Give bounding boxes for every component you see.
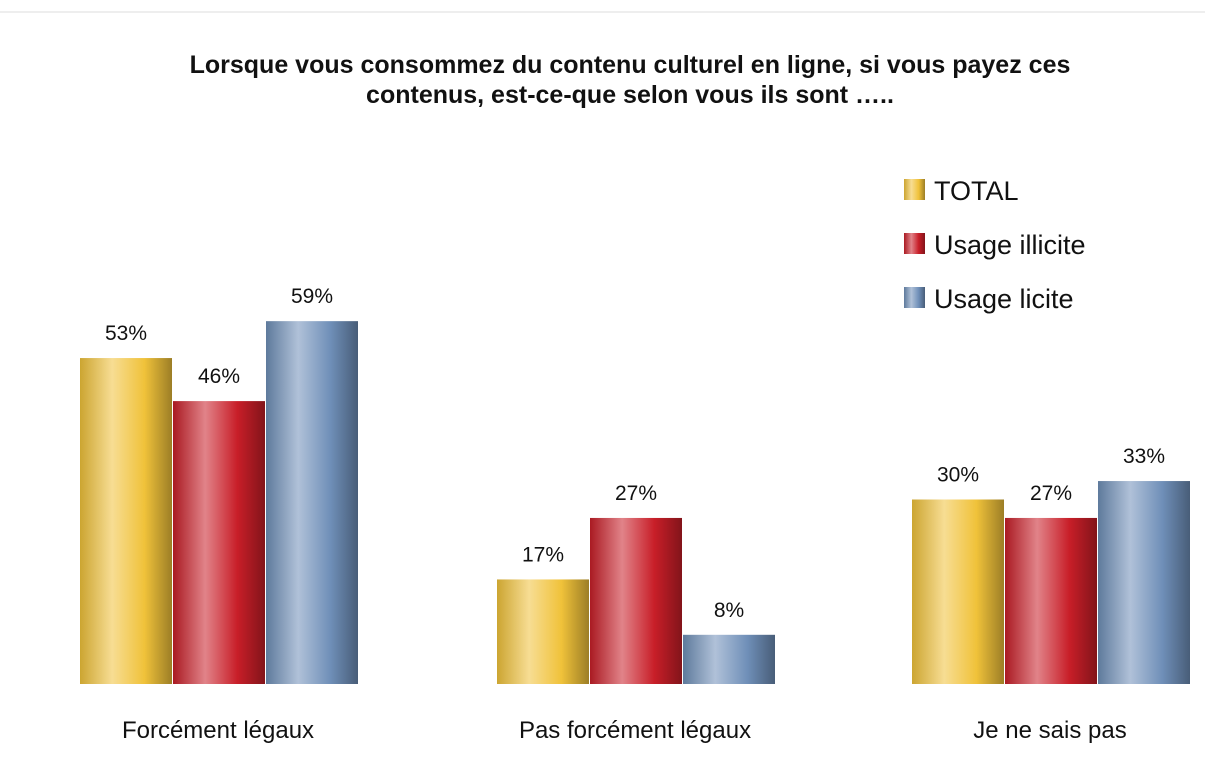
legend-label: TOTAL (934, 176, 1019, 206)
legend-swatch (904, 179, 925, 200)
bar (912, 499, 1004, 684)
bar (497, 579, 589, 684)
chart-title: contenus, est-ce-que selon vous ils sont… (366, 81, 894, 109)
legend-swatch (904, 233, 925, 254)
data-label: 53% (105, 322, 147, 345)
data-label: 8% (714, 599, 744, 622)
x-tick-label: Je ne sais pas (973, 717, 1126, 744)
x-tick-label: Pas forcément légaux (519, 717, 751, 744)
data-label: 27% (1030, 482, 1072, 505)
bar (1005, 517, 1097, 684)
data-label: 30% (937, 464, 979, 487)
bar (1098, 481, 1190, 684)
data-label: 27% (615, 482, 657, 505)
legend-label: Usage licite (934, 284, 1074, 314)
data-label: 46% (198, 365, 240, 388)
bar (173, 401, 265, 684)
data-label: 59% (291, 285, 333, 308)
chart-title: Lorsque vous consommez du contenu cultur… (190, 51, 1071, 79)
legend-label: Usage illicite (934, 230, 1086, 260)
bar (80, 358, 172, 684)
bar (683, 634, 775, 684)
x-tick-label: Forcément légaux (122, 717, 314, 744)
legend-swatch (904, 287, 925, 308)
bar (266, 321, 358, 684)
bar (590, 517, 682, 684)
data-label: 33% (1123, 445, 1165, 468)
data-label: 17% (522, 543, 564, 566)
